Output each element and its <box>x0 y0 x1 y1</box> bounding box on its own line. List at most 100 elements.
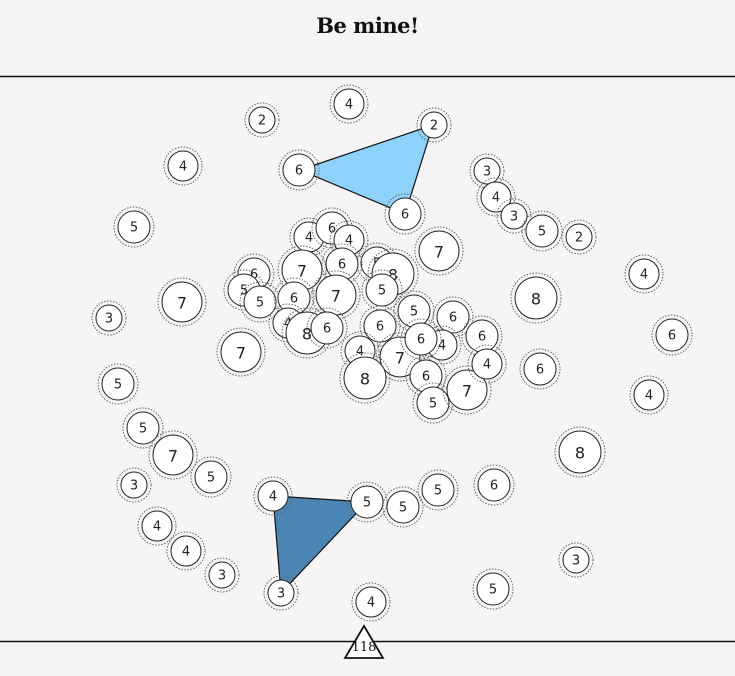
node-halo-ring <box>469 153 505 189</box>
node-halo-ring <box>116 467 152 503</box>
number-node[interactable]: 4 <box>329 84 369 124</box>
node-value-label: 6 <box>401 208 409 223</box>
number-node[interactable]: 5 <box>97 363 139 405</box>
node-circle <box>126 411 160 445</box>
node-value-label: 4 <box>492 191 500 206</box>
node-circle <box>416 386 450 420</box>
number-node[interactable]: 5 <box>239 281 281 323</box>
number-node[interactable]: 4 <box>624 254 664 294</box>
number-node[interactable]: 4 <box>351 582 391 622</box>
number-node[interactable]: 5 <box>113 206 155 248</box>
node-circle <box>480 181 512 213</box>
number-node[interactable]: 7 <box>157 277 207 327</box>
node-value-label: 4 <box>345 234 353 249</box>
node-value-label: 7 <box>168 447 178 466</box>
node-value-label: 8 <box>531 290 541 309</box>
node-halo-ring <box>384 193 426 235</box>
number-node[interactable]: 7 <box>311 270 361 320</box>
node-value-label: 7 <box>434 243 444 262</box>
node-circle <box>243 285 277 319</box>
node-halo-ring <box>519 348 561 390</box>
dark-blue-triangle <box>272 495 369 595</box>
node-value-label: 8 <box>302 325 312 344</box>
node-halo-ring <box>339 352 391 404</box>
number-node[interactable]: 5 <box>521 210 563 252</box>
node-circle <box>350 485 384 519</box>
number-node[interactable]: 3 <box>496 198 532 234</box>
number-node[interactable]: 6 <box>432 296 474 338</box>
counter-value: 118 <box>352 640 377 655</box>
number-node[interactable]: 5 <box>412 382 454 424</box>
number-node[interactable]: 2 <box>416 107 452 143</box>
number-node[interactable]: 6 <box>473 464 515 506</box>
node-halo-ring <box>253 476 293 516</box>
node-halo-ring <box>278 149 320 191</box>
number-node[interactable]: 3 <box>116 467 152 503</box>
node-halo-ring <box>148 430 198 480</box>
number-node[interactable]: 8 <box>554 426 606 478</box>
node-value-label: 5 <box>139 422 147 437</box>
node-circle <box>267 579 295 607</box>
number-node[interactable]: 4 <box>629 375 669 415</box>
number-node[interactable]: 3 <box>204 557 240 593</box>
node-value-label: 4 <box>640 268 648 283</box>
node-circle <box>420 111 448 139</box>
number-node[interactable]: 4 <box>166 531 206 571</box>
node-value-label: 2 <box>575 231 583 246</box>
node-value-label: 8 <box>360 370 370 389</box>
node-value-label: 6 <box>417 333 425 348</box>
node-circle <box>562 546 590 574</box>
number-node[interactable]: 5 <box>417 469 459 511</box>
node-circle <box>386 490 420 524</box>
node-circle <box>170 535 202 567</box>
node-circle <box>310 311 344 345</box>
node-circle <box>257 480 289 512</box>
number-node[interactable]: 5 <box>382 486 424 528</box>
number-node[interactable]: 6 <box>306 307 348 349</box>
number-node[interactable]: 8 <box>510 272 562 324</box>
move-counter[interactable]: 118 <box>343 624 385 659</box>
number-node[interactable]: 3 <box>263 575 299 611</box>
number-node[interactable]: 2 <box>561 219 597 255</box>
number-node[interactable]: 4 <box>329 220 369 260</box>
number-node[interactable]: 2 <box>244 102 280 138</box>
number-node[interactable]: 5 <box>122 407 164 449</box>
number-node[interactable]: 7 <box>148 430 198 480</box>
number-node[interactable]: 5 <box>346 481 388 523</box>
number-node[interactable]: 7 <box>414 226 464 276</box>
node-halo-ring <box>91 300 127 336</box>
node-value-label: 6 <box>295 164 303 179</box>
number-node[interactable]: 3 <box>469 153 505 189</box>
number-node[interactable]: 6 <box>359 305 401 347</box>
number-node[interactable]: 6 <box>384 193 426 235</box>
number-node[interactable]: 8 <box>339 352 391 404</box>
number-node[interactable]: 3 <box>558 542 594 578</box>
number-node[interactable]: 4 <box>253 476 293 516</box>
node-halo-ring <box>624 254 664 294</box>
number-node[interactable]: 7 <box>216 327 266 377</box>
node-value-label: 4 <box>345 98 353 113</box>
node-value-label: 6 <box>668 329 676 344</box>
number-node[interactable]: 6 <box>400 318 442 360</box>
number-node[interactable]: 6 <box>519 348 561 390</box>
number-node[interactable]: 4 <box>163 146 203 186</box>
node-halo-ring <box>651 314 693 356</box>
number-node[interactable]: 6 <box>278 149 320 191</box>
number-node[interactable]: 5 <box>190 456 232 498</box>
number-node[interactable]: 4 <box>137 506 177 546</box>
number-node[interactable]: 5 <box>361 269 403 311</box>
node-circle <box>365 273 399 307</box>
number-node[interactable]: 4 <box>467 344 507 384</box>
number-node[interactable]: 5 <box>472 568 514 610</box>
node-halo-ring <box>340 331 380 371</box>
number-node[interactable]: 6 <box>651 314 693 356</box>
node-value-label: 5 <box>429 397 437 412</box>
node-circle <box>343 356 387 400</box>
node-circle <box>421 473 455 507</box>
node-circle <box>363 309 397 343</box>
number-node[interactable]: 3 <box>91 300 127 336</box>
node-halo-ring <box>122 407 164 449</box>
node-halo-ring <box>113 206 155 248</box>
number-node[interactable]: 4 <box>476 177 516 217</box>
